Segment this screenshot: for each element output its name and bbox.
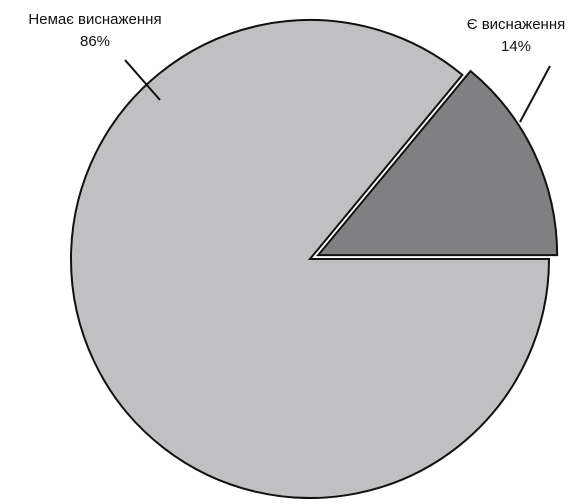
slice-value-label: 14%	[501, 38, 531, 55]
leader-line	[124, 59, 161, 101]
slice-label: Є виснаження	[467, 16, 566, 33]
slice-value-label: 86%	[80, 33, 110, 50]
pie-slice	[316, 69, 559, 257]
leader-line	[519, 65, 551, 123]
pie-slice	[70, 19, 551, 499]
slice-label: Немає виснаження	[28, 11, 161, 28]
